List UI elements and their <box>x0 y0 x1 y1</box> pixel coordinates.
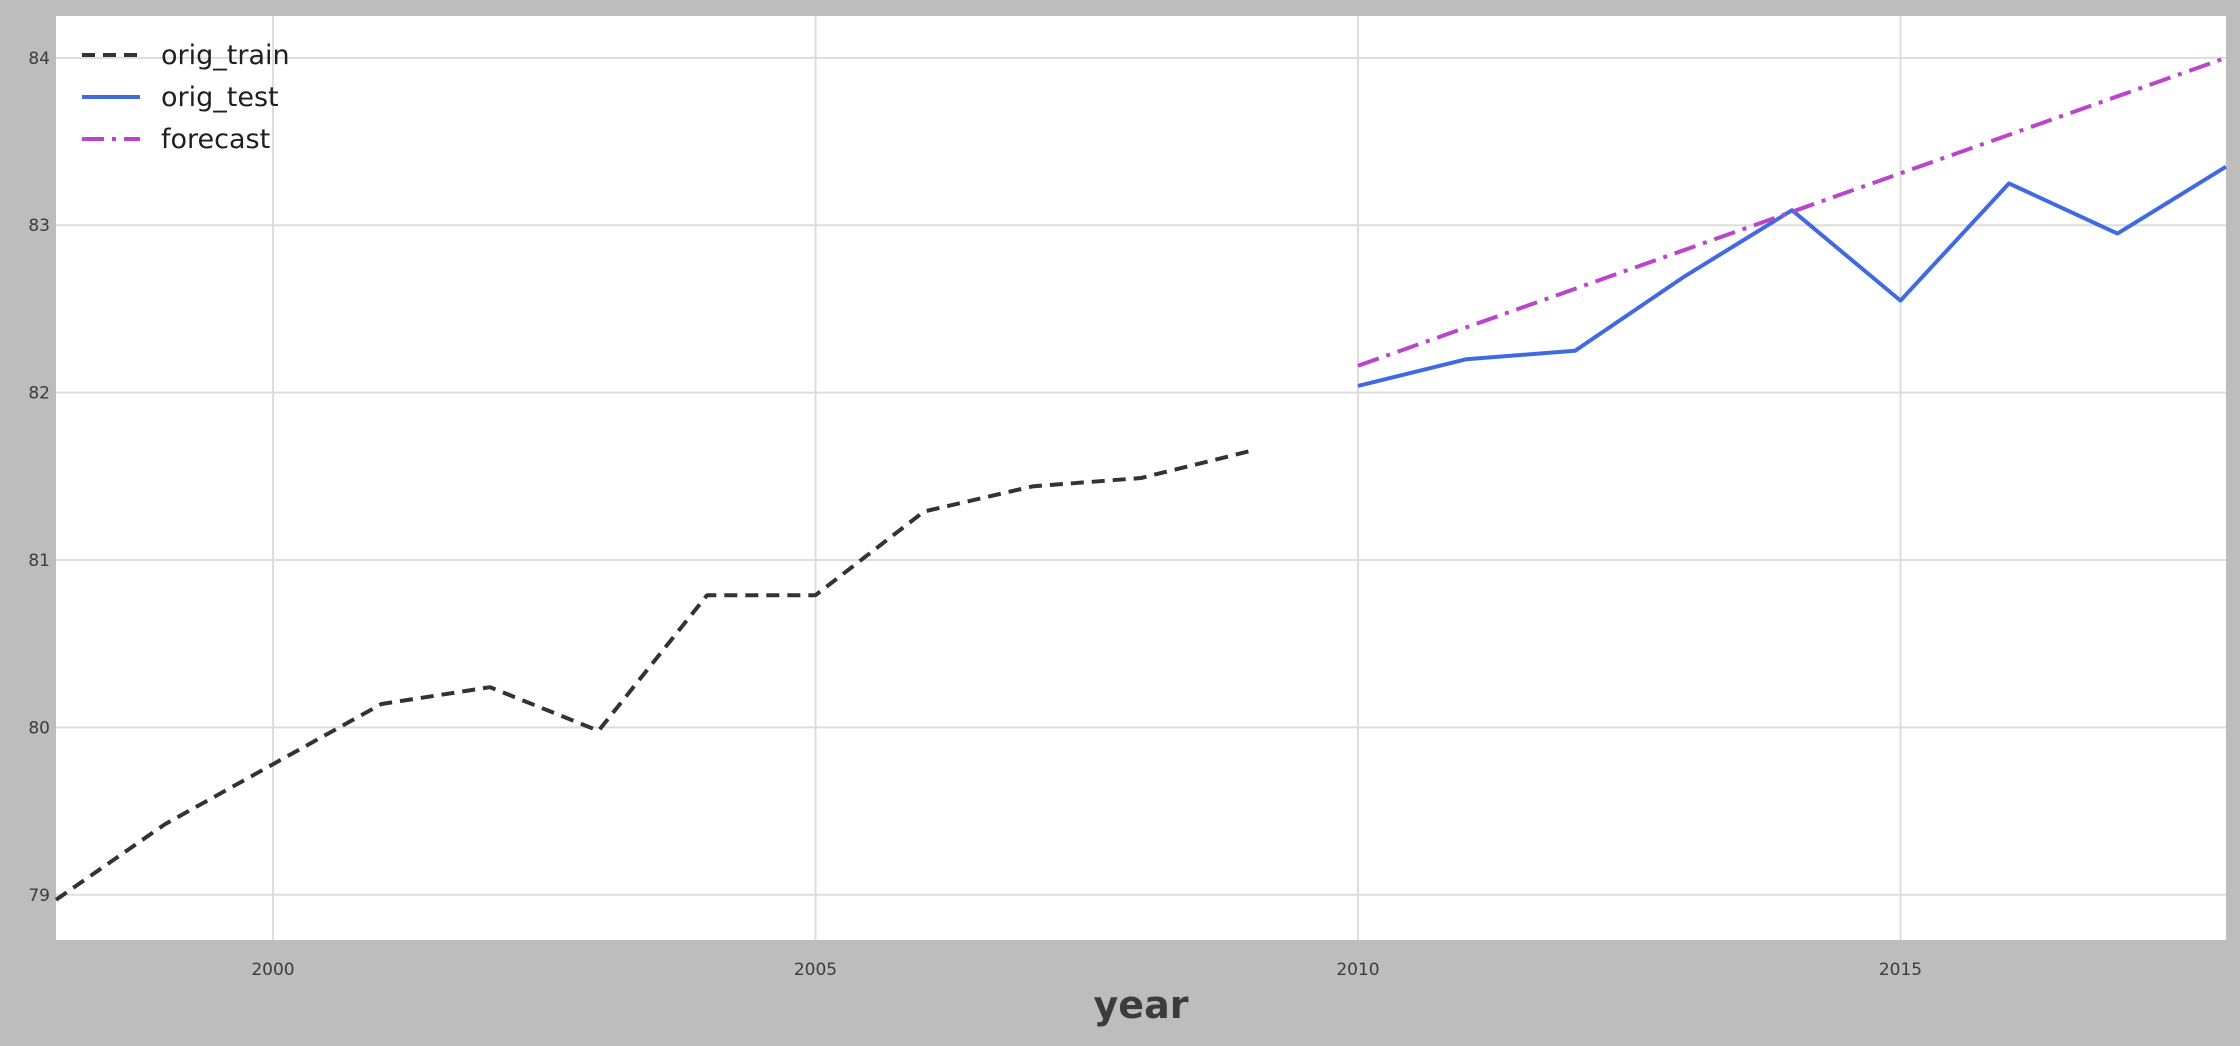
y-tick-label: 82 <box>28 384 50 404</box>
legend: orig_train orig_test forecast <box>82 40 290 155</box>
y-tick-label: 80 <box>28 718 50 738</box>
y-tick-label: 84 <box>28 49 50 69</box>
gridlines <box>56 16 2226 940</box>
y-tick-labels: 79 80 81 82 83 84 <box>28 49 50 906</box>
series-lines <box>54 55 2228 902</box>
y-tick-label: 81 <box>28 551 50 571</box>
legend-label-orig-test: orig_test <box>161 82 279 113</box>
x-tick-label: 2010 <box>1336 960 1379 980</box>
x-tick-label: 2005 <box>794 960 837 980</box>
series-line-orig-train <box>54 449 1250 902</box>
x-tick-label: 2015 <box>1879 960 1922 980</box>
legend-label-forecast: forecast <box>161 124 270 155</box>
x-axis-title: year <box>1094 983 1189 1027</box>
series-line-forecast <box>1357 55 2227 368</box>
x-tick-label: 2000 <box>251 960 294 980</box>
legend-label-orig-train: orig_train <box>161 40 290 71</box>
x-tick-labels: 2000 2005 2010 2015 <box>251 960 1922 980</box>
series-line-orig-test <box>1357 164 2228 388</box>
y-tick-label: 83 <box>28 216 50 236</box>
y-tick-label: 79 <box>28 886 50 906</box>
